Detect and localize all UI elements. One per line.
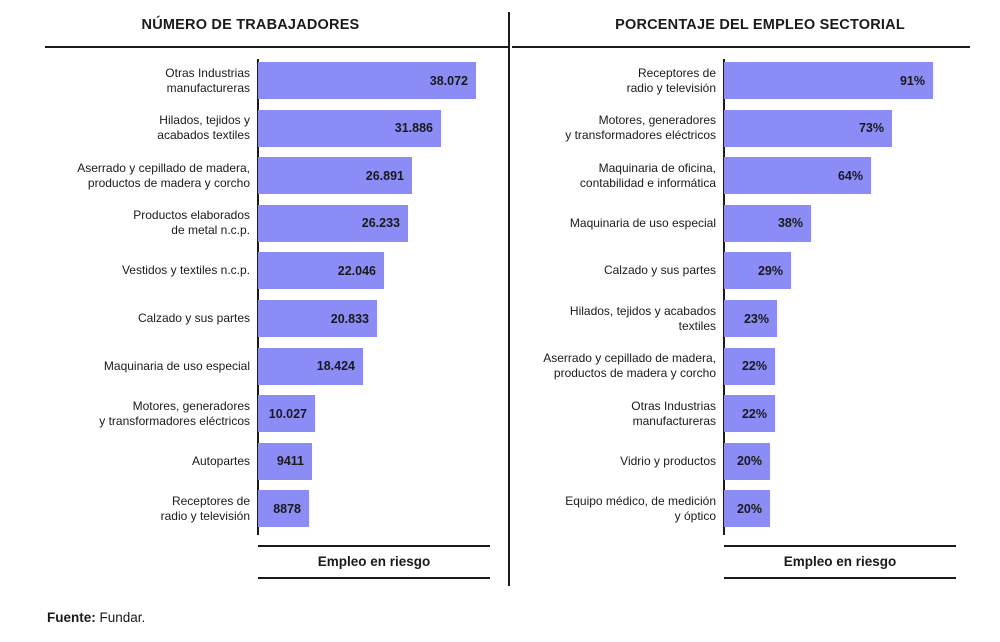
workers-bar xyxy=(258,300,377,337)
share-bar xyxy=(724,300,777,337)
workers-bar xyxy=(258,157,412,195)
share-bar xyxy=(724,395,775,433)
workers-category-label: Otras Industrias manufactureras xyxy=(165,65,250,95)
workers-bar xyxy=(258,109,441,147)
share-chart-title: PORCENTAJE DEL EMPLEO SECTORIAL xyxy=(615,17,905,33)
share-category-label: Vidrio y productos xyxy=(620,453,716,468)
workers-axis-baseline xyxy=(257,59,259,535)
workers-bar xyxy=(258,62,476,99)
panel-divider xyxy=(508,12,510,586)
workers-bar xyxy=(258,442,312,480)
workers-footer-label: Empleo en riesgo xyxy=(317,554,431,569)
share-bar xyxy=(724,490,770,528)
workers-bar xyxy=(258,204,408,242)
workers-bar xyxy=(258,395,315,433)
share-bar-value: 20% xyxy=(736,501,762,516)
workers-category-label: Vestidos y textiles n.c.p. xyxy=(121,263,250,278)
workers-bar-value: 9411 xyxy=(276,454,304,469)
share-category-label: Maquinaria de oficina, contabilidad e in… xyxy=(579,160,716,190)
share-category-label: Equipo médico, de medición y óptico xyxy=(565,493,716,523)
share-title-rule xyxy=(512,46,970,48)
workers-bar xyxy=(258,347,363,385)
share-footer-rule-bottom xyxy=(724,577,956,579)
workers-category-label: Productos elaborados de metal n.c.p. xyxy=(133,208,250,238)
share-category-label: Hilados, tejidos y acabados textiles xyxy=(569,303,716,333)
workers-category-label: Motores, generadores y transformadores e… xyxy=(99,398,250,428)
share-bar xyxy=(724,109,892,147)
share-category-label: Receptores de radio y televisión xyxy=(626,65,716,95)
workers-bar-value: 26.233 xyxy=(361,216,400,231)
workers-bar-value: 31.886 xyxy=(394,121,433,136)
workers-bar-value: 38.072 xyxy=(429,73,468,88)
workers-bar-value: 22.046 xyxy=(337,263,376,278)
workers-category-label: Hilados, tejidos y acabados textiles xyxy=(157,113,250,143)
workers-bar-value: 8878 xyxy=(273,501,301,516)
workers-bar xyxy=(258,490,309,528)
share-chart-panel: PORCENTAJE DEL EMPLEO SECTORIAL 91% Recep… xyxy=(510,0,1000,600)
workers-title-rule xyxy=(45,46,508,48)
workers-category-label: Autopartes xyxy=(191,453,250,468)
workers-footer-rule-top xyxy=(258,545,490,547)
share-category-label: Otras Industrias manufactureras xyxy=(631,398,716,428)
share-bar-value: 29% xyxy=(757,263,783,278)
workers-category-label: Aserrado y cepillado de madera, producto… xyxy=(77,160,250,190)
share-category-label: Maquinaria de uso especial xyxy=(569,215,716,230)
workers-bar xyxy=(258,252,384,290)
share-bar-value: 38% xyxy=(777,216,803,231)
share-bar-value: 91% xyxy=(899,73,925,88)
share-bar xyxy=(724,62,933,99)
workers-footer-rule-bottom xyxy=(258,577,490,579)
workers-bar-value: 26.891 xyxy=(365,168,404,183)
workers-bar-value: 20.833 xyxy=(330,311,369,326)
share-category-label: Motores, generadores y transformadores e… xyxy=(565,113,716,143)
share-bar-value: 73% xyxy=(858,121,884,136)
share-bar-value: 20% xyxy=(736,454,762,469)
share-axis-baseline xyxy=(723,59,725,535)
share-footer-label: Empleo en riesgo xyxy=(783,554,897,569)
share-category-label: Calzado y sus partes xyxy=(603,263,716,278)
workers-bar-value: 10.027 xyxy=(268,406,307,421)
share-footer-rule-top xyxy=(724,545,956,547)
source-note: Fuente: Fundar. xyxy=(47,610,145,625)
share-category-label: Aserrado y cepillado de madera, producto… xyxy=(543,351,716,381)
share-bar-value: 22% xyxy=(741,406,767,421)
share-bar-value: 22% xyxy=(741,359,767,374)
source-label: Fuente: xyxy=(47,610,96,625)
workers-category-label: Maquinaria de uso especial xyxy=(103,358,250,373)
workers-category-label: Receptores de radio y televisión xyxy=(160,493,250,523)
workers-chart-panel: NÚMERO DE TRABAJADORES 38.072 Otras Indus… xyxy=(0,0,508,600)
share-bar-value: 23% xyxy=(743,311,769,326)
share-bar xyxy=(724,347,775,385)
share-bar xyxy=(724,157,871,195)
share-bar xyxy=(724,204,811,242)
share-bar xyxy=(724,442,770,480)
workers-category-label: Calzado y sus partes xyxy=(137,311,250,325)
workers-chart-title: NÚMERO DE TRABAJADORES xyxy=(141,17,360,33)
source-text: Fundar. xyxy=(95,610,146,625)
share-bar-value: 64% xyxy=(837,168,863,183)
workers-bar-value: 18.424 xyxy=(316,359,355,374)
share-bar xyxy=(724,252,791,290)
